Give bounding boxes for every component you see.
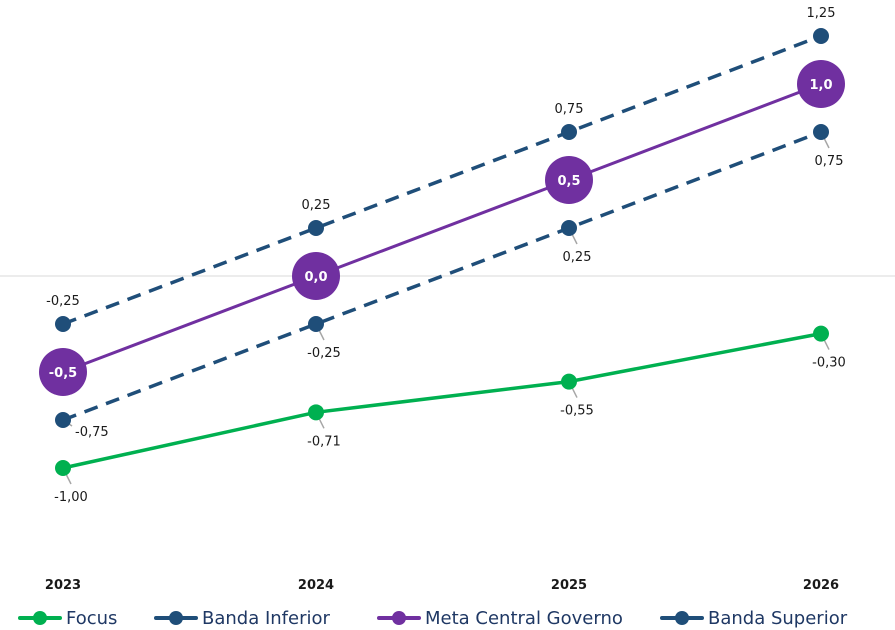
- point-banda-inferior-2026[interactable]: [813, 124, 829, 140]
- legend-label-banda-superior: Banda Superior: [708, 607, 848, 629]
- point-meta-central-governo-2025[interactable]: [545, 156, 593, 204]
- legend-label-focus: Focus: [66, 607, 118, 629]
- x-tick-2025: 2025: [551, 578, 587, 593]
- legend-item-banda-superior[interactable]: Banda Superior: [660, 606, 847, 630]
- legend-symbol-meta-central-governo: [377, 606, 421, 630]
- series-line-focus: [62, 331, 822, 470]
- point-meta-central-governo-2023[interactable]: [39, 348, 87, 396]
- data-label-banda-inferior-2024: -0,25: [307, 346, 341, 361]
- x-tick-2023: 2023: [45, 578, 81, 593]
- data-label-meta-central-governo-2025: 0,5: [557, 174, 580, 189]
- series-line-meta-central-governo: [62, 82, 822, 374]
- data-label-focus-2025: -0,55: [560, 404, 594, 419]
- series-line-banda-inferior: [62, 130, 822, 422]
- point-focus-2024[interactable]: [308, 404, 324, 421]
- point-banda-superior-2026[interactable]: [813, 28, 829, 44]
- x-tick-2024: 2024: [298, 578, 334, 593]
- point-focus-2026[interactable]: [813, 325, 829, 342]
- data-label-focus-2026: -0,30: [812, 356, 846, 371]
- legend: Focus Banda Inferior Meta Central Govern…: [0, 606, 895, 630]
- point-banda-inferior-2024[interactable]: [308, 316, 324, 332]
- data-label-banda-inferior-2023: -0,75: [75, 425, 109, 440]
- point-banda-inferior-2025[interactable]: [561, 220, 577, 236]
- data-label-focus-2023: -1,00: [54, 490, 88, 505]
- point-banda-superior-2025[interactable]: [561, 124, 577, 140]
- data-label-banda-superior-2025: 0,75: [555, 102, 584, 117]
- data-label-banda-inferior-2025: 0,25: [563, 250, 592, 265]
- point-banda-superior-2024[interactable]: [308, 220, 324, 236]
- legend-item-focus[interactable]: Focus: [18, 606, 117, 630]
- data-label-meta-central-governo-2026: 1,0: [809, 78, 832, 93]
- data-label-banda-superior-2024: 0,25: [302, 198, 331, 213]
- x-axis-ticks: 2023 2024 2025 2026: [45, 578, 839, 593]
- legend-label-meta-central-governo: Meta Central Governo: [425, 607, 623, 629]
- data-label-banda-superior-2023: -0,25: [46, 294, 80, 309]
- legend-item-meta-central-governo[interactable]: Meta Central Governo: [377, 606, 623, 630]
- point-meta-central-governo-2026[interactable]: [797, 60, 845, 108]
- data-label-banda-superior-2026: 1,25: [807, 6, 836, 21]
- legend-label-banda-inferior: Banda Inferior: [202, 607, 330, 629]
- x-tick-2026: 2026: [803, 578, 839, 593]
- point-banda-superior-2023[interactable]: [55, 316, 71, 332]
- point-focus-2025[interactable]: [561, 373, 577, 390]
- data-label-meta-central-governo-2024: 0,0: [304, 270, 327, 285]
- point-focus-2023[interactable]: [55, 460, 71, 476]
- data-label-focus-2024: -0,71: [307, 434, 341, 449]
- legend-symbol-banda-inferior: [154, 606, 198, 630]
- series-line-banda-superior: [62, 34, 822, 326]
- data-labels: -1,00 -0,71 -0,55 -0,30 -0,75 -0,25 0,25 0,75 -0…: [46, 6, 846, 505]
- data-label-meta-central-governo-2023: -0,5: [49, 366, 77, 381]
- legend-item-banda-inferior[interactable]: Banda Inferior: [154, 606, 330, 630]
- point-meta-central-governo-2024[interactable]: [292, 252, 340, 300]
- legend-symbol-focus: [18, 606, 62, 630]
- series-points: [39, 28, 845, 476]
- legend-symbol-banda-superior: [660, 606, 704, 630]
- series-lines: [62, 34, 822, 470]
- label-leader-lines: [62, 131, 830, 485]
- data-label-banda-inferior-2026: 0,75: [815, 154, 844, 169]
- point-banda-inferior-2023[interactable]: [55, 412, 71, 428]
